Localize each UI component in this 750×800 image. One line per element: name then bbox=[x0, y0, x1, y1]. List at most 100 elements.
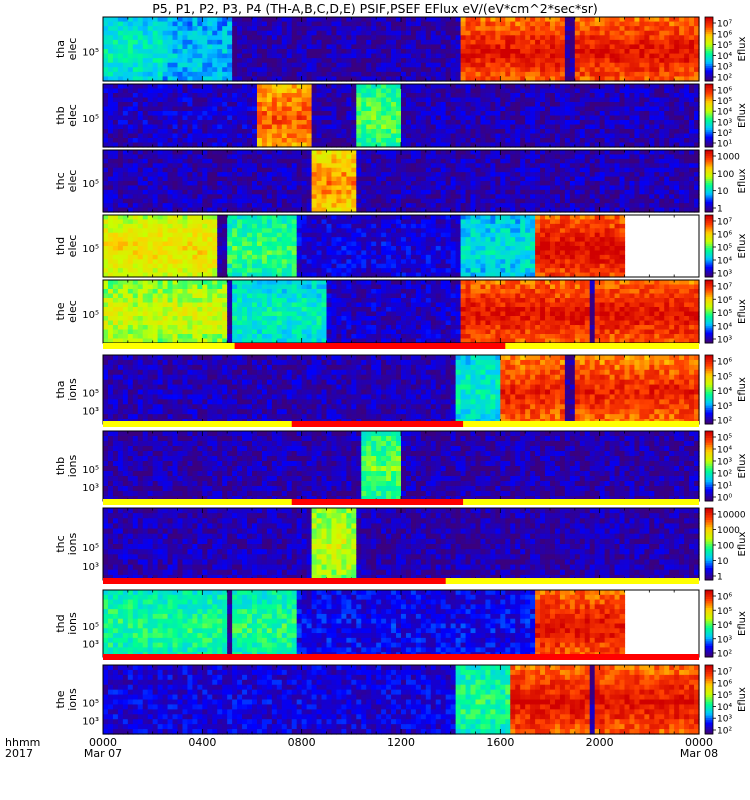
spectrogram-cell bbox=[327, 107, 333, 112]
spectrogram-cell bbox=[580, 89, 586, 94]
spectrogram-cell bbox=[168, 89, 174, 94]
spectrogram-cell bbox=[366, 181, 372, 186]
spectrogram-cell bbox=[615, 84, 621, 89]
spectrogram-cell bbox=[297, 199, 303, 204]
spectrogram-cell bbox=[297, 181, 303, 186]
spectrogram-cell bbox=[654, 40, 660, 45]
spectrogram-cell bbox=[322, 177, 328, 182]
spectrogram-cell bbox=[540, 98, 546, 103]
spectrogram-cell bbox=[302, 31, 308, 36]
spectrogram-cell bbox=[466, 172, 472, 177]
spectrogram-cell bbox=[297, 102, 303, 107]
spectrogram-cell bbox=[108, 138, 114, 143]
spectrogram-cell bbox=[217, 54, 223, 59]
spectrogram-cell bbox=[262, 35, 268, 40]
spectrogram-cell bbox=[625, 98, 631, 103]
spectrogram-cell bbox=[376, 107, 382, 112]
spectrogram-cell bbox=[436, 67, 442, 72]
spectrogram-cell bbox=[421, 26, 427, 31]
spectrogram-cell bbox=[312, 31, 318, 36]
spectrogram-cell bbox=[495, 159, 501, 164]
spectrogram-cell bbox=[371, 98, 377, 103]
spectrogram-cell bbox=[451, 49, 457, 54]
spectrogram-cell bbox=[530, 125, 536, 130]
spectrogram-cell bbox=[446, 40, 452, 45]
spectrogram-cell bbox=[312, 35, 318, 40]
spectrogram-cell bbox=[212, 129, 218, 134]
spectrogram-cell bbox=[634, 67, 640, 72]
spectrogram-cell bbox=[406, 93, 412, 98]
spectrogram-cell bbox=[123, 40, 129, 45]
spectrogram-cell bbox=[456, 93, 462, 98]
spectrogram-cell bbox=[361, 177, 367, 182]
spectrogram-cell bbox=[202, 154, 208, 159]
spectrogram-cell bbox=[674, 89, 680, 94]
spectrogram-cell bbox=[257, 194, 263, 199]
spectrogram-cell bbox=[684, 31, 690, 36]
spectrogram-cell bbox=[227, 185, 233, 190]
spectrogram-cell bbox=[421, 63, 427, 68]
spectrogram-cell bbox=[322, 35, 328, 40]
spectrogram-cell bbox=[451, 17, 457, 22]
spectrogram-cell bbox=[376, 203, 382, 208]
spectrogram-cell bbox=[605, 194, 611, 199]
spectrogram-cell bbox=[297, 134, 303, 139]
spectrogram-cell bbox=[242, 150, 248, 155]
spectrogram-cell bbox=[173, 67, 179, 72]
spectrogram-cell bbox=[227, 102, 233, 107]
spectrogram-cell bbox=[605, 22, 611, 27]
spectrogram-cell bbox=[480, 190, 486, 195]
spectrogram-cell bbox=[674, 35, 680, 40]
spectrogram-cell bbox=[451, 154, 457, 159]
spectrogram-cell bbox=[535, 58, 541, 63]
spectrogram-cell bbox=[113, 199, 119, 204]
spectrogram-cell bbox=[461, 49, 467, 54]
spectrogram-cell bbox=[431, 134, 437, 139]
spectrogram-cell bbox=[610, 111, 616, 116]
spectrogram-cell bbox=[118, 134, 124, 139]
spectrogram-cell bbox=[639, 125, 645, 130]
spectrogram-cell bbox=[376, 125, 382, 130]
spectrogram-cell bbox=[446, 125, 452, 130]
spectrogram-cell bbox=[118, 58, 124, 63]
spectrogram-cell bbox=[361, 93, 367, 98]
spectrogram-cell bbox=[252, 134, 258, 139]
spectrogram-cell bbox=[108, 129, 114, 134]
spectrogram-cell bbox=[480, 67, 486, 72]
spectrogram-cell bbox=[331, 63, 337, 68]
spectrogram-cell bbox=[237, 102, 243, 107]
spectrogram-cell bbox=[480, 120, 486, 125]
colorbar-tick-label: 10⁶ bbox=[717, 30, 732, 40]
spectrogram-cell bbox=[366, 40, 372, 45]
spectrogram-cell bbox=[257, 102, 263, 107]
spectrogram-cell bbox=[317, 177, 323, 182]
spectrogram-cell bbox=[426, 168, 432, 173]
spectrogram-cell bbox=[555, 138, 561, 143]
spectrogram-cell bbox=[366, 58, 372, 63]
spectrogram-cell bbox=[580, 172, 586, 177]
spectrogram-cell bbox=[148, 22, 154, 27]
spectrogram-cell bbox=[510, 203, 516, 208]
spectrogram-cell bbox=[356, 129, 362, 134]
spectrogram-cell bbox=[302, 134, 308, 139]
spectrogram-cell bbox=[426, 93, 432, 98]
spectrogram-cell bbox=[391, 199, 397, 204]
spectrogram-cell bbox=[307, 44, 313, 49]
spectrogram-cell bbox=[227, 111, 233, 116]
spectrogram-cell bbox=[217, 17, 223, 22]
spectrogram-cell bbox=[187, 154, 193, 159]
spectrogram-cell bbox=[490, 134, 496, 139]
spectrogram-cell bbox=[336, 120, 342, 125]
spectrogram-cell bbox=[461, 40, 467, 45]
spectrogram-cell bbox=[163, 93, 169, 98]
spectrogram-cell bbox=[197, 93, 203, 98]
spectrogram-cell bbox=[386, 163, 392, 168]
spectrogram-cell bbox=[113, 181, 119, 186]
spectrogram-cell bbox=[525, 26, 531, 31]
spectrogram-cell bbox=[406, 172, 412, 177]
spectrogram-cell bbox=[237, 194, 243, 199]
spectrogram-cell bbox=[237, 26, 243, 31]
spectrogram-cell bbox=[242, 177, 248, 182]
spectrogram-cell bbox=[242, 98, 248, 103]
spectrogram-cell bbox=[396, 98, 402, 103]
